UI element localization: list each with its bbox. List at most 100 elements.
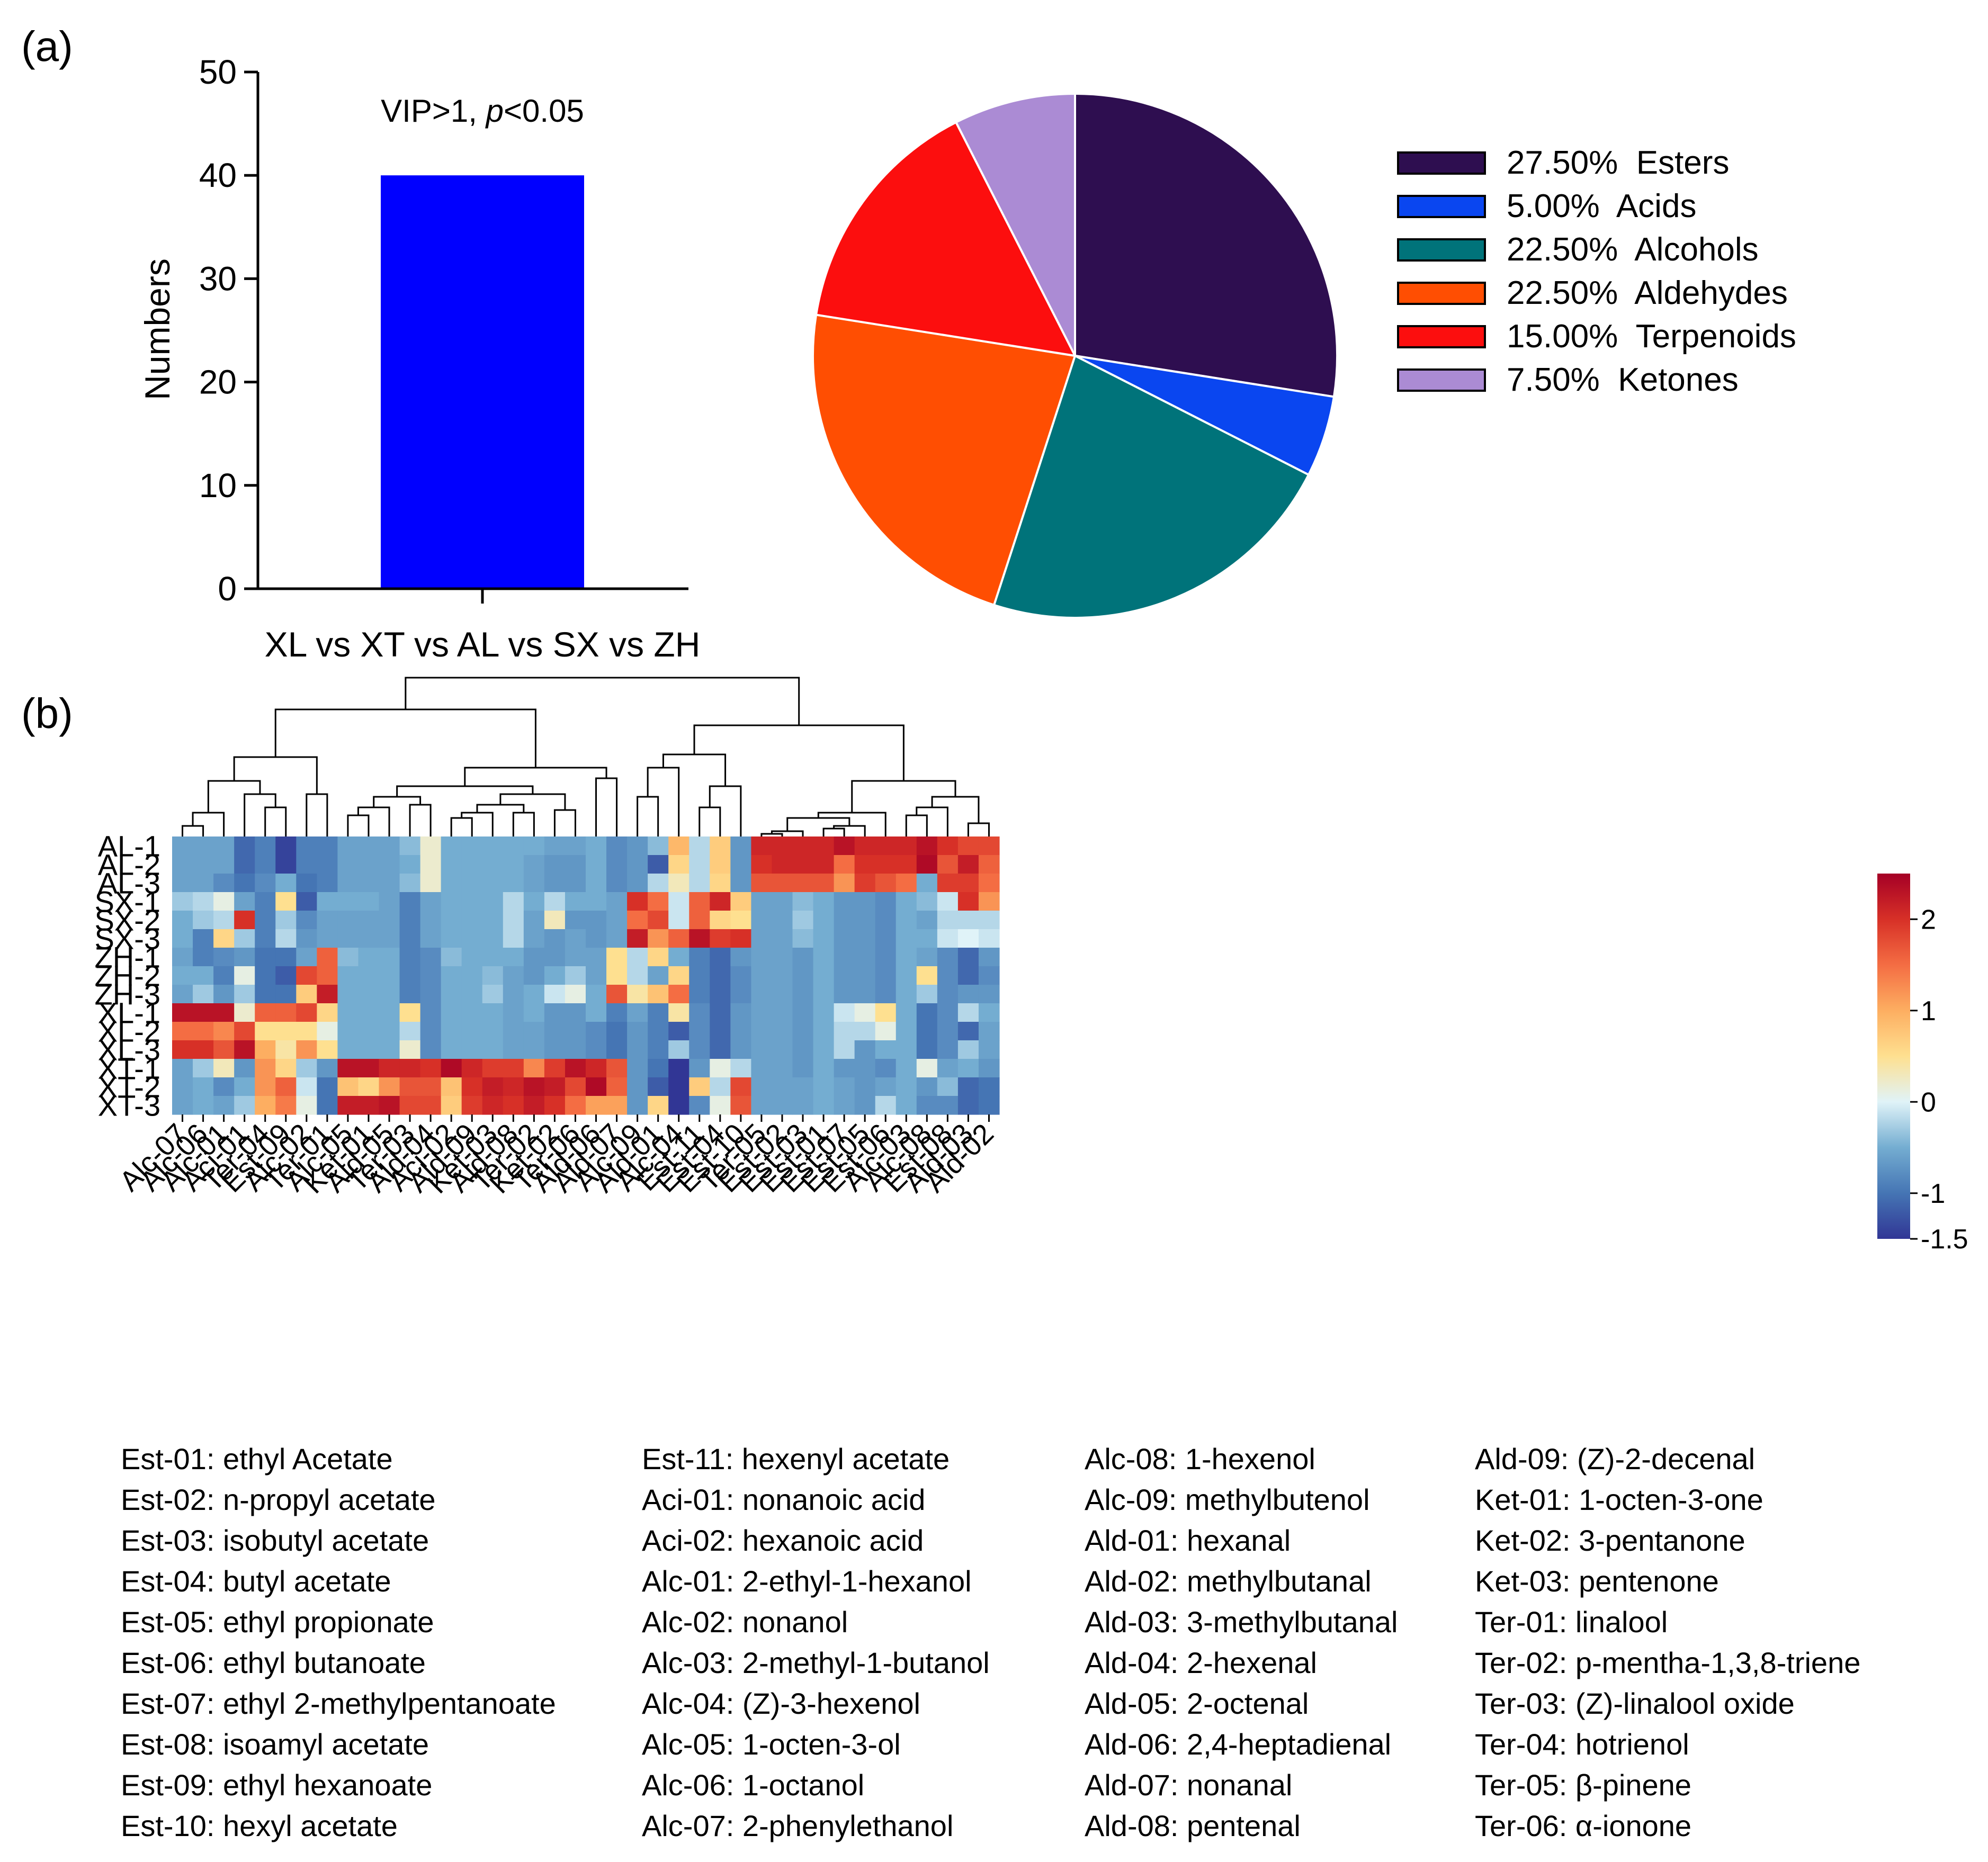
heatmap-cell bbox=[482, 874, 504, 893]
heatmap-cell bbox=[730, 1022, 751, 1041]
heatmap-cell bbox=[875, 1077, 897, 1096]
bar-series bbox=[381, 175, 584, 589]
heatmap-cell bbox=[255, 892, 276, 911]
heatmap-cell bbox=[399, 911, 421, 930]
legend-swatch bbox=[1397, 195, 1486, 218]
heatmap-colorbar: 2 1 0 -1 -1.5 bbox=[1877, 874, 1968, 1255]
heatmap-cell bbox=[896, 874, 917, 893]
heatmap-cell bbox=[565, 874, 586, 893]
heatmap-cell bbox=[792, 836, 814, 856]
heatmap-cell bbox=[255, 948, 276, 967]
heatmap-cell bbox=[275, 892, 297, 911]
abbreviation-entry: Aci-02: hexanoic acid bbox=[642, 1524, 924, 1557]
heatmap-cell bbox=[461, 855, 483, 874]
heatmap-cell bbox=[193, 836, 214, 856]
abbreviation-entry: Ter-04: hotrienol bbox=[1475, 1728, 1689, 1761]
heatmap-cell bbox=[358, 836, 380, 856]
heatmap-cell bbox=[317, 892, 338, 911]
heatmap-cell bbox=[730, 985, 751, 1004]
heatmap-cell bbox=[751, 1096, 773, 1115]
heatmap-cell bbox=[337, 985, 359, 1004]
heatmap-cell bbox=[503, 874, 524, 893]
heatmap-cell bbox=[854, 1096, 876, 1115]
heatmap-cell bbox=[461, 966, 483, 985]
legend-label: 27.50% Esters bbox=[1507, 145, 1729, 181]
heatmap-cell bbox=[296, 1003, 317, 1022]
heatmap-cell bbox=[730, 874, 751, 893]
heatmap-cell bbox=[834, 836, 855, 856]
heatmap-cell bbox=[834, 966, 855, 985]
heatmap-cell bbox=[730, 855, 751, 874]
heatmap-cell bbox=[172, 855, 193, 874]
heatmap-cell bbox=[234, 948, 255, 967]
heatmap-cell bbox=[937, 966, 959, 985]
heatmap-cell bbox=[751, 1022, 773, 1041]
heatmap-cell bbox=[751, 1040, 773, 1059]
heatmap-cell bbox=[275, 1022, 297, 1041]
heatmap-cell bbox=[461, 836, 483, 856]
heatmap-cell bbox=[213, 929, 235, 948]
heatmap-cell bbox=[420, 874, 442, 893]
heatmap-cell bbox=[792, 1022, 814, 1041]
heatmap-cell bbox=[544, 1059, 566, 1078]
heatmap-cell bbox=[275, 836, 297, 856]
heatmap-cell bbox=[461, 1077, 483, 1096]
heatmap-cell bbox=[689, 1059, 710, 1078]
heatmap-cell bbox=[172, 1096, 193, 1115]
heatmap-cell bbox=[234, 1077, 255, 1096]
heatmap-cell bbox=[751, 985, 773, 1004]
heatmap-cell bbox=[441, 1022, 462, 1041]
heatmap-cell bbox=[627, 966, 648, 985]
heatmap-cell bbox=[565, 1003, 586, 1022]
heatmap-cell bbox=[875, 836, 897, 856]
abbreviation-entry: Est-01: ethyl Acetate bbox=[121, 1442, 393, 1476]
heatmap-cell bbox=[751, 966, 773, 985]
heatmap-cell bbox=[523, 948, 545, 967]
heatmap-cell bbox=[358, 1077, 380, 1096]
heatmap-cell bbox=[668, 836, 689, 856]
heatmap-cell bbox=[358, 1022, 380, 1041]
heatmap-cell bbox=[296, 948, 317, 967]
heatmap-cell bbox=[358, 929, 380, 948]
heatmap-cell bbox=[337, 836, 359, 856]
heatmap-cell bbox=[689, 966, 710, 985]
heatmap-cell bbox=[854, 911, 876, 930]
heatmap-cell bbox=[751, 874, 773, 893]
heatmap-cell bbox=[213, 855, 235, 874]
heatmap-cell bbox=[296, 1096, 317, 1115]
heatmap-cell bbox=[255, 1077, 276, 1096]
heatmap-cell bbox=[379, 855, 400, 874]
heatmap-cell bbox=[751, 855, 773, 874]
heatmap-cell bbox=[730, 948, 751, 967]
heatmap-cell bbox=[689, 911, 710, 930]
heatmap-cell bbox=[957, 1022, 979, 1041]
heatmap-cell bbox=[730, 1077, 751, 1096]
heatmap-cell bbox=[937, 985, 959, 1004]
heatmap-cell bbox=[441, 874, 462, 893]
heatmap-cell bbox=[834, 1077, 855, 1096]
heatmap-cell bbox=[503, 966, 524, 985]
heatmap-cell bbox=[710, 948, 731, 967]
heatmap-cell bbox=[399, 966, 421, 985]
heatmap-cell bbox=[730, 892, 751, 911]
heatmap-cell bbox=[730, 836, 751, 856]
heatmap-cell bbox=[399, 1096, 421, 1115]
heatmap-cell bbox=[503, 1059, 524, 1078]
heatmap-cell bbox=[586, 836, 607, 856]
heatmap-row-label: SX-2 bbox=[95, 904, 161, 937]
heatmap-cell bbox=[937, 1022, 959, 1041]
heatmap-cell bbox=[648, 1003, 669, 1022]
bar-y-tick-label: 0 bbox=[218, 570, 237, 608]
bar-y-tick-label: 40 bbox=[199, 156, 237, 194]
heatmap-cell bbox=[213, 836, 235, 856]
heatmap-cell bbox=[482, 948, 504, 967]
heatmap-cell bbox=[916, 1040, 938, 1059]
heatmap-cell bbox=[337, 966, 359, 985]
panel-label-a: (a) bbox=[21, 23, 73, 70]
heatmap-cell bbox=[813, 1059, 835, 1078]
heatmap-cell bbox=[337, 1003, 359, 1022]
abbreviation-entry: Est-03: isobutyl acetate bbox=[121, 1524, 429, 1557]
heatmap-cell bbox=[627, 836, 648, 856]
heatmap-row-label: XT-2 bbox=[98, 1071, 160, 1104]
